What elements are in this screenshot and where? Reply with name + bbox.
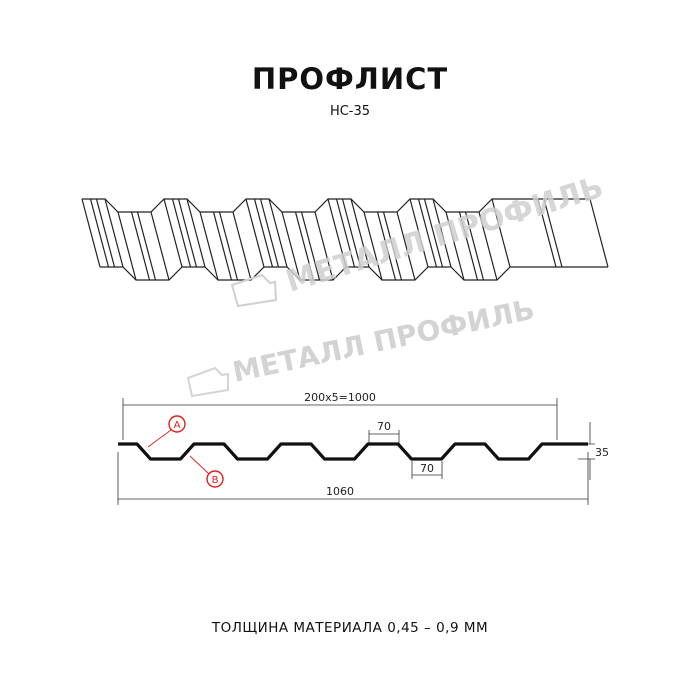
sheet-isometric-view xyxy=(81,198,609,281)
sheet-rib-line xyxy=(382,211,403,281)
sheet-fold-line xyxy=(363,211,383,281)
sheet-rib-line xyxy=(177,198,198,268)
sheet-fold-line xyxy=(268,198,288,268)
dimensions xyxy=(117,398,595,505)
sheet-rib-line xyxy=(543,198,563,268)
sheet-fold-line xyxy=(150,211,170,281)
sheet-fold-line xyxy=(163,198,183,268)
sheet-fold-line xyxy=(445,211,465,281)
watermark-logo-bottom xyxy=(186,366,229,398)
dim-pitch-label: 200x5=1000 xyxy=(304,391,376,404)
sheet-rib-line xyxy=(136,211,157,281)
profile-cross-section xyxy=(118,442,588,461)
sheet-rib-line xyxy=(212,211,233,281)
sheet-fold-line xyxy=(327,198,347,268)
marker-a: A xyxy=(147,415,186,448)
sheet-rib-line xyxy=(130,211,151,281)
material-thickness-note: ТОЛЩИНА МАТЕРИАЛА 0,45 – 0,9 ММ xyxy=(211,620,489,636)
marker-b-label: B xyxy=(212,475,219,486)
sheet-fold-line xyxy=(396,211,416,281)
sheet-rib-line xyxy=(253,198,274,268)
page-title: ПРОФЛИСТ xyxy=(251,62,449,96)
sheet-rib-line xyxy=(95,198,116,268)
sheet-fold-line xyxy=(281,211,301,281)
sheet-rib-line xyxy=(218,211,239,281)
sheet-fold-line xyxy=(589,198,609,268)
dim-height-label: 35 xyxy=(595,446,609,459)
sheet-rib-line xyxy=(537,198,557,268)
sheet-fold-line xyxy=(104,198,124,268)
sheet-rib-line xyxy=(423,198,444,268)
dim-trough-label: 70 xyxy=(420,462,434,475)
dim-crest-label: 70 xyxy=(377,420,391,433)
sheet-rib-line xyxy=(464,211,485,281)
product-code: НС-35 xyxy=(329,104,371,119)
sheet-fold-line xyxy=(117,211,137,281)
sheet-fold-line xyxy=(314,211,334,281)
watermark-logo-top xyxy=(230,273,278,308)
sheet-rib-line xyxy=(335,198,356,268)
sheet-rib-line xyxy=(259,198,280,268)
sheet-fold-line xyxy=(81,198,101,268)
sheet-fold-line xyxy=(478,211,498,281)
sheet-fold-line xyxy=(432,198,452,268)
sheet-rib-line xyxy=(294,211,315,281)
dim-total-label: 1060 xyxy=(326,485,354,498)
sheet-rib-line xyxy=(300,211,321,281)
watermark-bottom: МЕТАЛЛ ПРОФИЛЬ xyxy=(230,293,538,389)
sheet-rib-line xyxy=(171,198,192,268)
sheet-fold-line xyxy=(199,211,219,281)
sheet-fold-line xyxy=(491,198,511,268)
marker-a-label: A xyxy=(174,420,181,431)
sheet-rib-line xyxy=(341,198,362,268)
sheet-rib-line xyxy=(376,211,397,281)
watermark-top: МЕТАЛЛ ПРОФИЛЬ xyxy=(282,170,607,300)
sheet-fold-line xyxy=(350,198,370,268)
sheet-fold-line xyxy=(232,211,252,281)
sheet-fold-line xyxy=(409,198,429,268)
sheet-fold-line xyxy=(186,198,206,268)
sheet-rib-line xyxy=(89,198,110,268)
sheet-top-edge xyxy=(82,198,590,213)
marker-b: B xyxy=(189,455,224,488)
sheet-fold-line xyxy=(245,198,265,268)
sheet-rib-line xyxy=(458,211,479,281)
sheet-bottom-edge xyxy=(100,266,608,281)
sheet-rib-line xyxy=(417,198,438,268)
